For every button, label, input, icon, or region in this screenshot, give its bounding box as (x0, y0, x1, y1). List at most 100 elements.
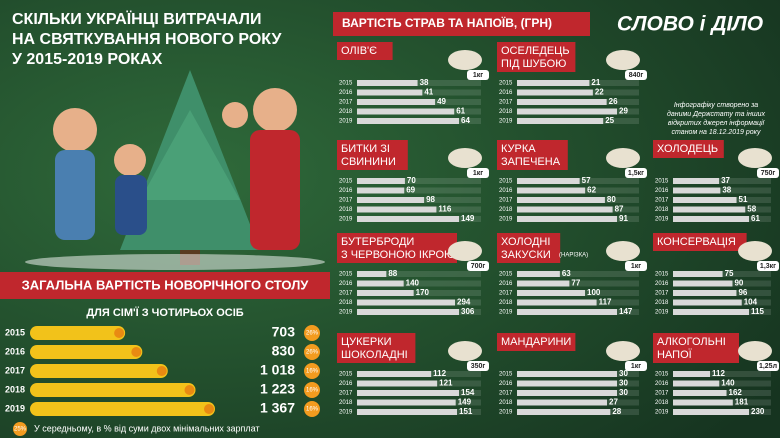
price-bar (517, 271, 560, 277)
price-bar (517, 99, 607, 105)
dish-title-box (497, 42, 576, 72)
year-label: 2015 (5, 327, 25, 337)
footnote-badge-label: 25% (14, 427, 27, 433)
dish-name: МАНДАРИНИ (501, 336, 571, 348)
year-label: 2015 (655, 372, 669, 378)
price-value: 116 (438, 205, 451, 214)
bar-track (673, 380, 771, 387)
dish-image (448, 241, 482, 261)
portion-label: 750г (761, 170, 776, 177)
bar-track (357, 290, 481, 296)
price-value: 37 (721, 176, 730, 185)
price-bar (517, 371, 617, 377)
price-bar (357, 118, 459, 124)
price-value: 77 (571, 279, 580, 288)
year-label: 2015 (339, 179, 353, 185)
dish-image (448, 148, 482, 168)
price-bar (517, 280, 570, 287)
price-value: 62 (587, 186, 596, 195)
dish-title-box (337, 333, 416, 363)
bar-track (517, 280, 639, 287)
price-bar (517, 299, 597, 306)
year-label: 2018 (655, 207, 669, 213)
price-bar (517, 118, 604, 124)
banner (0, 272, 330, 299)
portion-label: 1кг (631, 363, 641, 370)
year-label: 2017 (339, 198, 353, 204)
price-bar (517, 108, 617, 115)
price-value: 30 (619, 369, 628, 378)
price-bar (357, 216, 459, 222)
dish-title-box (497, 333, 576, 351)
price-value: 112 (712, 369, 725, 378)
dish-image (606, 341, 640, 361)
share-badge (304, 401, 320, 417)
price-value: 104 (744, 298, 758, 307)
price-value: 88 (388, 269, 397, 278)
bar-track (357, 178, 481, 184)
illustration (25, 70, 325, 270)
price-bar (673, 197, 737, 203)
year-label: 2016 (499, 90, 513, 96)
dish-title-box (653, 333, 739, 363)
section-subtitle: ДЛЯ СІМ'Ї З ЧОТИРЬОХ ОСІБ (86, 306, 243, 319)
price-value: 26 (609, 97, 618, 106)
price-value: 149 (458, 398, 472, 407)
bar-track (357, 80, 481, 86)
bar-track (357, 187, 481, 194)
price-value: 58 (747, 205, 756, 214)
share-label: 26% (306, 331, 319, 337)
source-note: Інфографіку створено за (674, 101, 758, 109)
year-label: 2015 (655, 179, 669, 185)
price-bar (673, 271, 723, 277)
year-label: 2018 (499, 207, 513, 213)
price-bar (673, 409, 749, 415)
price-value: 61 (751, 214, 760, 223)
year-label: 2017 (5, 365, 25, 375)
price-bar (357, 197, 425, 203)
year-label: 2018 (339, 207, 353, 213)
portion-label: 1кг (473, 72, 483, 79)
price-value: 38 (420, 78, 429, 87)
price-value: 57 (582, 176, 591, 185)
portion-box (757, 168, 779, 178)
year-label: 2015 (339, 272, 353, 278)
price-bar (517, 187, 586, 194)
price-bar (517, 216, 617, 222)
portion-box (625, 168, 647, 178)
year-label: 2015 (499, 272, 513, 278)
dish-name: ШОКОЛАДНІ (341, 349, 408, 361)
price-bar (673, 206, 746, 213)
price-bar (673, 178, 720, 184)
price-value: 49 (437, 97, 446, 106)
dish-name: АЛКОГОЛЬНІ (657, 336, 726, 348)
price-value: 140 (721, 379, 735, 388)
dish-name: З ЧЕРВОНОЮ ІКРОЮ (341, 249, 455, 261)
coin (131, 347, 142, 357)
portion-box (467, 261, 489, 271)
price-value: 96 (738, 288, 747, 297)
price-value: 115 (751, 307, 764, 316)
dish-image (606, 148, 640, 168)
portion-box (467, 70, 489, 80)
price-value: 51 (739, 195, 748, 204)
year-label: 2015 (339, 372, 353, 378)
portion-label: 1кг (631, 263, 641, 270)
dish-name: ХОЛОДНІ (501, 236, 550, 248)
section-title: ЗАГАЛЬНА ВАРТІСТЬ НОВОРІЧНОГО СТОЛУ (22, 277, 310, 292)
share-label: 26% (306, 350, 319, 356)
portion-box (625, 361, 647, 371)
price-value: 90 (734, 279, 743, 288)
price-value: 41 (424, 88, 433, 97)
dish-name: ЗАПЕЧЕНА (501, 156, 561, 168)
dish-name: ЗАКУСКИ (501, 249, 551, 261)
price-bar (357, 380, 438, 387)
total-bar (30, 402, 215, 416)
price-value: 170 (416, 288, 430, 297)
year-label: 2016 (339, 90, 353, 96)
price-value: 38 (722, 186, 731, 195)
coin (204, 404, 214, 414)
price-value: 63 (562, 269, 571, 278)
price-bar (673, 299, 742, 306)
price-value: 30 (619, 388, 628, 397)
